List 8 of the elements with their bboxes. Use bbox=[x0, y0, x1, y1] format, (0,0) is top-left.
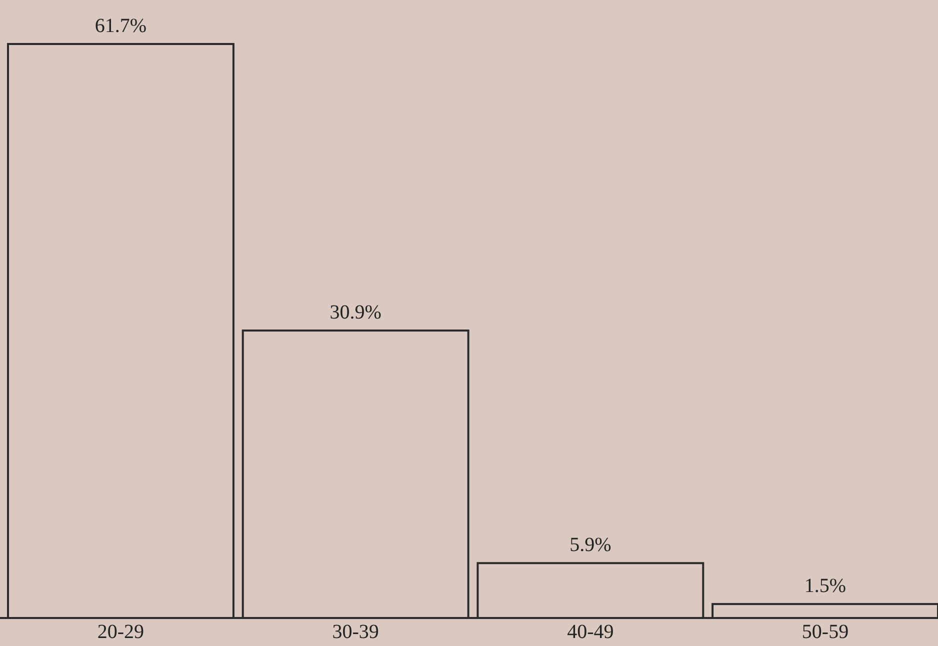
x-tick-label: 50-59 bbox=[802, 621, 849, 643]
x-tick-label: 40-49 bbox=[567, 621, 614, 643]
data-label: 30.9% bbox=[330, 302, 382, 324]
data-label: 5.9% bbox=[570, 534, 612, 556]
data-label: 1.5% bbox=[804, 575, 846, 598]
x-tick-label: 20-29 bbox=[97, 621, 144, 643]
data-label: 61.7% bbox=[94, 15, 147, 37]
x-tick-label: 30-39 bbox=[332, 621, 379, 643]
